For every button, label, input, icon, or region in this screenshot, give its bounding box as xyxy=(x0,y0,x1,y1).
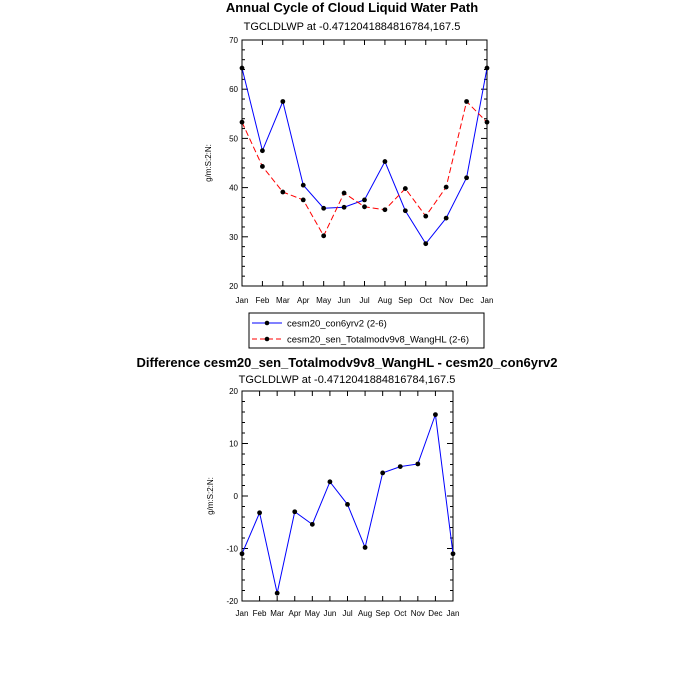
x-tick-label: Nov xyxy=(439,296,453,305)
data-point xyxy=(362,545,368,550)
data-point xyxy=(300,197,306,203)
data-point xyxy=(382,207,388,213)
chart2-subtitle: TGCLDLWP at -0.4712041884816784,167.5 xyxy=(239,374,456,386)
data-point xyxy=(402,186,408,191)
data-point xyxy=(362,204,367,210)
data-point xyxy=(321,233,327,239)
x-tick-label: May xyxy=(305,609,320,618)
data-point xyxy=(484,65,490,71)
data-point xyxy=(345,502,350,507)
data-point xyxy=(443,184,449,190)
series-line-1 xyxy=(241,67,488,245)
x-tick-label: Aug xyxy=(378,296,392,305)
data-point xyxy=(433,412,438,418)
x-tick-label: Sep xyxy=(376,609,391,618)
legend-marker-series-1 xyxy=(264,320,270,326)
data-point xyxy=(380,470,386,476)
x-tick-label: Jan xyxy=(481,296,494,305)
x-tick-label: Jan xyxy=(236,296,249,305)
legend-marker-series-2 xyxy=(264,336,270,342)
data-point xyxy=(423,213,429,219)
chart1-legend: cesm20_con6yrv2 (2-6) cesm20_sen_Totalmo… xyxy=(248,312,485,349)
data-point xyxy=(257,510,262,516)
data-point xyxy=(464,99,469,104)
data-point xyxy=(239,551,245,557)
x-tick-label: Apr xyxy=(297,296,310,305)
y-tick-label: 70 xyxy=(229,36,238,45)
x-tick-label: Nov xyxy=(411,609,425,618)
x-tick-label: Dec xyxy=(459,296,473,305)
x-tick-label: Feb xyxy=(253,609,267,618)
data-point xyxy=(484,119,490,125)
y-tick-label: 50 xyxy=(229,134,238,143)
y-tick-label: 20 xyxy=(229,387,238,396)
x-tick-label: Mar xyxy=(270,609,284,618)
data-point xyxy=(423,241,429,247)
chart1-y-axis-label: g/m:S:2:N: xyxy=(204,144,213,182)
y-tick-label: 30 xyxy=(229,233,238,242)
y-tick-label: 0 xyxy=(234,492,239,501)
plot-frame xyxy=(241,390,454,602)
data-point xyxy=(341,204,347,210)
chart1-subtitle: TGCLDLWP at -0.4712041884816784,167.5 xyxy=(244,21,461,33)
series-line-2 xyxy=(241,100,488,237)
legend-box xyxy=(248,312,485,349)
data-point xyxy=(280,189,286,195)
data-point xyxy=(239,119,245,125)
x-tick-label: Oct xyxy=(420,296,433,305)
legend-label-series-1: cesm20_con6yrv2 (2-6) xyxy=(287,319,387,330)
x-tick-label: Jun xyxy=(323,609,336,618)
data-point xyxy=(464,175,469,181)
plot-frame xyxy=(241,39,488,287)
data-point xyxy=(402,208,408,214)
data-point xyxy=(341,190,347,196)
data-point xyxy=(239,65,245,71)
data-point xyxy=(362,197,367,203)
chart2-y-axis-label: g/m:S:2:N: xyxy=(206,477,215,515)
y-tick-label: 10 xyxy=(229,440,238,449)
data-point xyxy=(382,159,388,164)
y-tick-label: 20 xyxy=(229,282,238,291)
y-tick-label: 60 xyxy=(229,85,238,94)
x-tick-label: Sep xyxy=(398,296,413,305)
x-tick-label: May xyxy=(316,296,331,305)
chart2-plot-area: Jan Feb Mar Apr May Jun Jul Aug Sep Oct Nov Dec Jan -… xyxy=(226,387,459,618)
data-point xyxy=(309,521,315,527)
y-tick-label: -20 xyxy=(226,597,238,606)
data-point xyxy=(260,164,265,169)
x-tick-label: Dec xyxy=(428,609,442,618)
x-tick-label: Jan xyxy=(447,609,460,618)
data-point xyxy=(280,99,286,104)
legend-label-series-2: cesm20_sen_Totalmodv9v8_WangHL (2-6) xyxy=(287,335,469,346)
y-tick-label: 40 xyxy=(229,184,238,193)
x-tick-label: Jul xyxy=(359,296,369,305)
data-point xyxy=(415,461,421,467)
data-point xyxy=(260,148,265,154)
x-tick-label: Jan xyxy=(236,609,249,618)
y-tick-label: -10 xyxy=(226,545,238,554)
x-tick-label: Feb xyxy=(256,296,270,305)
x-tick-label: Apr xyxy=(289,609,302,618)
chart1-title: Annual Cycle of Cloud Liquid Water Path xyxy=(226,0,478,15)
data-point xyxy=(300,182,306,188)
chart1-plot-area: Jan Feb Mar Apr May Jun Jul Aug Sep Oct Nov Dec Jan 2… xyxy=(229,36,493,305)
data-point xyxy=(450,551,456,557)
data-point xyxy=(327,479,333,485)
data-point xyxy=(274,590,280,596)
data-point xyxy=(443,215,449,221)
data-point xyxy=(397,464,403,469)
data-point xyxy=(321,205,327,211)
chart2-title: Difference cesm20_sen_Totalmodv9v8_WangH… xyxy=(136,355,557,370)
data-point xyxy=(292,509,298,515)
x-tick-label: Oct xyxy=(394,609,407,618)
x-tick-label: Jun xyxy=(338,296,351,305)
x-tick-label: Aug xyxy=(358,609,372,618)
x-tick-label: Jul xyxy=(342,609,352,618)
x-tick-label: Mar xyxy=(276,296,290,305)
